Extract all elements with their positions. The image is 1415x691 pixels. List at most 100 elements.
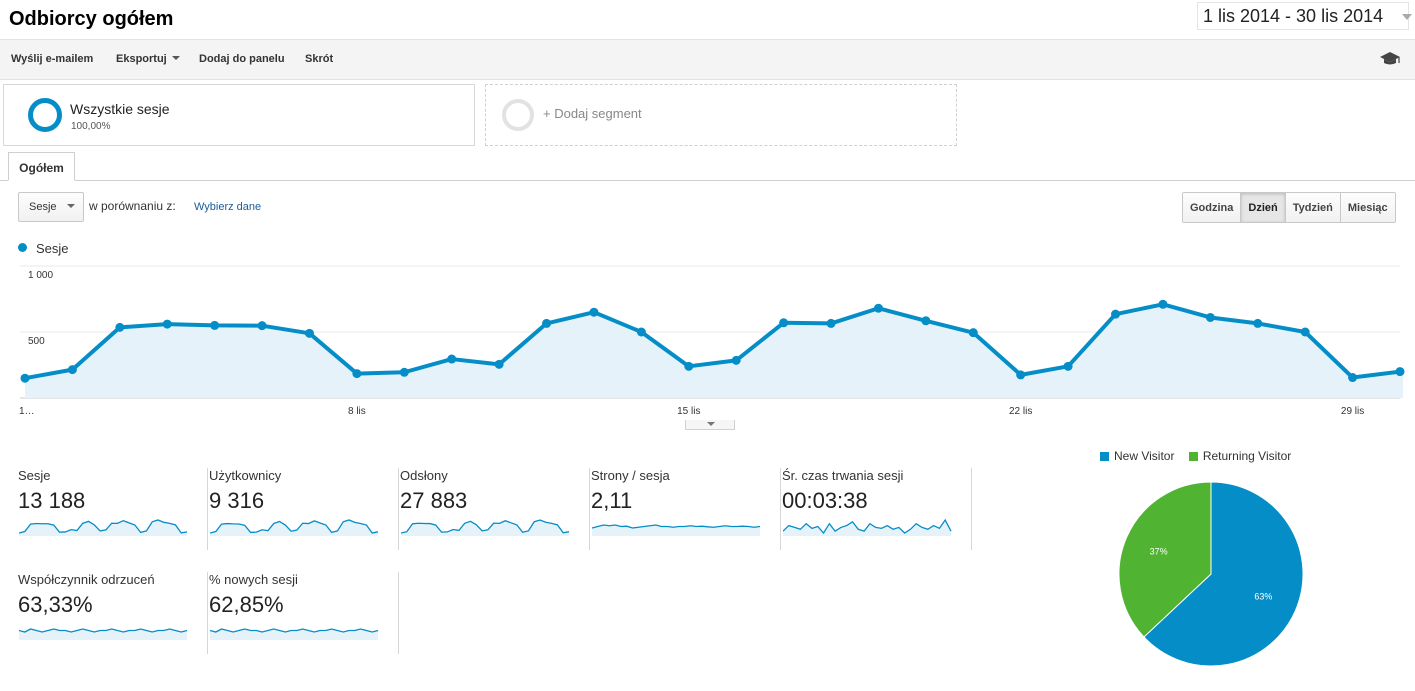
scorecard-avg-session-duration[interactable]: Śr. czas trwania sesji 00:03:38 xyxy=(782,468,972,550)
sparkline-line xyxy=(592,524,761,529)
add-segment-button[interactable]: + Dodaj segment xyxy=(485,84,957,146)
new-visitor-swatch xyxy=(1100,452,1109,461)
granularity-month-button[interactable]: Miesiąc xyxy=(1339,193,1395,222)
sessions-point[interactable] xyxy=(636,327,646,337)
sessions-point[interactable] xyxy=(826,318,836,328)
sessions-point[interactable] xyxy=(684,361,694,371)
caret-down-icon xyxy=(171,56,180,60)
scorecard-value: 63,33% xyxy=(18,592,93,617)
sparkline xyxy=(210,519,379,536)
sparkline-area xyxy=(401,520,569,536)
sessions-point[interactable] xyxy=(352,369,362,379)
scorecard-value: 9 316 xyxy=(209,488,265,513)
sessions-point[interactable] xyxy=(1111,309,1121,319)
sparkline-area xyxy=(592,525,760,536)
scorecard-bounce-rate[interactable]: Współczynnik odrzuceń 63,33% xyxy=(18,572,208,654)
sparkline xyxy=(401,519,570,536)
sessions-point[interactable] xyxy=(399,367,409,377)
scorecard-label: Odsłony xyxy=(400,468,448,483)
sessions-point[interactable] xyxy=(162,319,172,329)
sparkline xyxy=(19,628,188,640)
pie-slice-returning-visitor[interactable] xyxy=(1118,481,1212,638)
sessions-point[interactable] xyxy=(1253,318,1263,328)
sparkline xyxy=(210,628,379,640)
chart-collapse-handle[interactable] xyxy=(685,420,735,430)
sessions-point[interactable] xyxy=(873,303,883,313)
sessions-point[interactable] xyxy=(257,321,267,331)
sparkline-line xyxy=(19,628,188,633)
sessions-point[interactable] xyxy=(20,373,30,383)
scorecard-pages-per-session[interactable]: Strony / sesja 2,11 xyxy=(591,468,781,550)
sessions-point[interactable] xyxy=(447,354,457,364)
sessions-point[interactable] xyxy=(210,320,220,330)
scorecard-pageviews[interactable]: Odsłony 27 883 xyxy=(400,468,590,550)
sessions-point[interactable] xyxy=(304,328,314,338)
tab-overview[interactable]: Ogółem xyxy=(8,152,75,181)
sparkline-area xyxy=(210,629,378,640)
pie-slice-new-visitor[interactable] xyxy=(1143,481,1304,667)
add-segment-label: + Dodaj segment xyxy=(543,106,642,121)
visitor-type-pie-chart[interactable]: 63% 37% xyxy=(1110,476,1310,676)
shortcut-button[interactable]: Skrót xyxy=(305,53,334,65)
x-tick-label: 15 lis xyxy=(677,406,700,417)
tab-divider xyxy=(0,180,1415,181)
sessions-point[interactable] xyxy=(1300,327,1310,337)
scorecard-new-sessions-pct[interactable]: % nowych sesji 62,85% xyxy=(209,572,399,654)
pie-legend-returning-visitor[interactable]: Returning Visitor xyxy=(1202,449,1292,463)
email-button[interactable]: Wyślij e-mailem xyxy=(11,53,94,65)
sessions-point[interactable] xyxy=(494,359,504,369)
sessions-point[interactable] xyxy=(1348,373,1358,383)
segment-all-sessions[interactable]: Wszystkie sesje 100,00% xyxy=(3,84,475,146)
scorecard-value: 62,85% xyxy=(209,592,284,617)
metric-select[interactable]: Sesje xyxy=(18,192,84,222)
sessions-point[interactable] xyxy=(921,316,931,326)
sparkline-line xyxy=(19,519,188,534)
scorecard-label: Strony / sesja xyxy=(591,468,670,483)
scorecard-sessions[interactable]: Sesje 13 188 xyxy=(18,468,208,550)
sessions-point[interactable] xyxy=(67,365,77,375)
sessions-point[interactable] xyxy=(1205,312,1215,322)
scorecard-label: Śr. czas trwania sesji xyxy=(782,468,904,483)
granularity-week-button[interactable]: Tydzień xyxy=(1284,193,1340,222)
segment-label: Wszystkie sesje xyxy=(70,101,170,117)
sessions-point[interactable] xyxy=(115,322,125,332)
sparkline-line xyxy=(401,519,570,534)
export-button[interactable]: Eksportuj xyxy=(116,53,180,65)
pie-slice-label: 37% xyxy=(1150,546,1168,556)
sessions-point[interactable] xyxy=(542,318,552,328)
empty-segment-ring-icon xyxy=(502,99,534,131)
date-range-label: 1 lis 2014 - 30 lis 2014 xyxy=(1203,6,1384,26)
segment-percentage: 100,00% xyxy=(71,121,111,132)
sessions-point[interactable] xyxy=(968,328,978,338)
sparkline-line xyxy=(783,518,952,535)
pie-legend-new-visitor[interactable]: New Visitor xyxy=(1114,449,1175,463)
sparkline-line xyxy=(210,628,379,633)
sparkline-area xyxy=(19,520,187,536)
choose-data-link[interactable]: Wybierz dane xyxy=(194,201,262,213)
sessions-point[interactable] xyxy=(1016,370,1026,380)
add-to-dashboard-button[interactable]: Dodaj do panelu xyxy=(199,53,285,65)
granularity-hour-button[interactable]: Godzina xyxy=(1183,193,1241,222)
sessions-point[interactable] xyxy=(1063,361,1073,371)
granularity-switch: Godzina Dzień Tydzień Miesiąc xyxy=(1182,192,1396,223)
sessions-line-chart[interactable]: 500 1 000 1… 8 lis 15 lis 22 lis 29 lis xyxy=(0,258,1415,423)
scorecard-value: 2,11 xyxy=(591,488,633,513)
scorecard-value: 13 188 xyxy=(18,488,86,513)
sessions-point[interactable] xyxy=(779,318,789,328)
report-toolbar: Wyślij e-mailem Eksportuj Dodaj do panel… xyxy=(0,39,1415,80)
sessions-point[interactable] xyxy=(1158,299,1168,309)
granularity-day-button[interactable]: Dzień xyxy=(1240,193,1285,222)
x-tick-label: 8 lis xyxy=(348,406,366,417)
sessions-point[interactable] xyxy=(589,307,599,317)
scorecard-label: Współczynnik odrzuceń xyxy=(18,572,155,587)
x-tick-label: 22 lis xyxy=(1009,406,1032,417)
scorecard-users[interactable]: Użytkownicy 9 316 xyxy=(209,468,399,550)
pie-legend: New Visitor Returning Visitor xyxy=(1100,449,1291,463)
sessions-point[interactable] xyxy=(731,355,741,365)
date-range-picker[interactable]: 1 lis 2014 - 30 lis 2014 xyxy=(1197,2,1412,30)
graduation-cap-icon[interactable] xyxy=(1379,50,1401,68)
scorecard-value: 27 883 xyxy=(400,488,468,513)
sessions-point[interactable] xyxy=(1395,367,1405,377)
caret-down-icon xyxy=(66,204,75,208)
scorecard-label: Sesje xyxy=(18,468,51,483)
